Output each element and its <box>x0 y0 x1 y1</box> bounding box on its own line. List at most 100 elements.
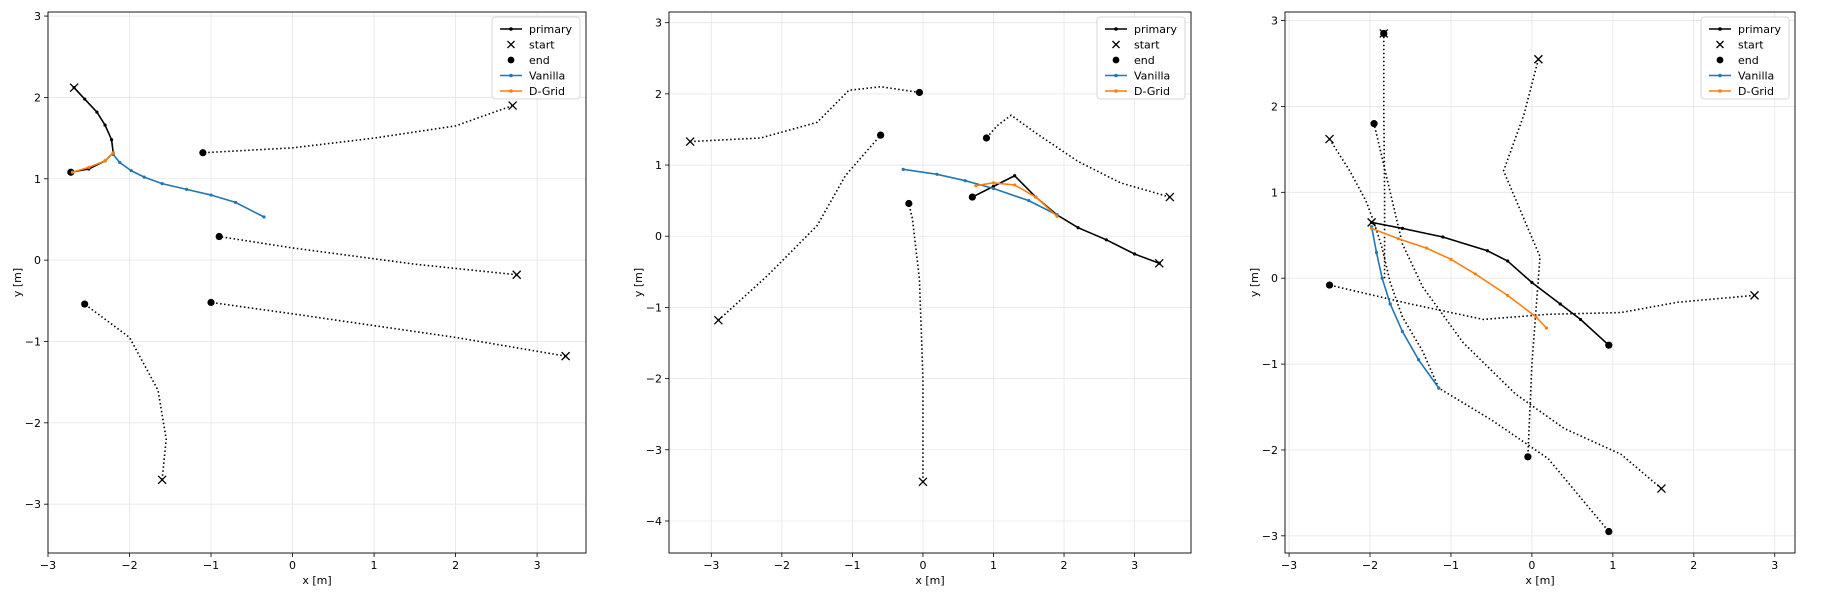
legend-swatch-point <box>509 27 513 31</box>
vanilla-point <box>262 215 266 219</box>
y-tick-label: 1 <box>34 173 41 186</box>
start-marker <box>1533 54 1543 64</box>
start-marker <box>713 315 723 325</box>
x-tick-label: −3 <box>40 559 56 572</box>
other-trajectory <box>202 104 513 154</box>
y-tick-label: 3 <box>655 17 662 30</box>
y-tick-label: −2 <box>25 417 41 430</box>
primary-point <box>1076 226 1080 230</box>
end-marker <box>215 232 223 241</box>
primary-start-marker <box>1154 258 1164 268</box>
legend-label: primary <box>1738 23 1782 36</box>
x-tick-label: 0 <box>919 559 926 572</box>
legend-swatch-dot <box>1112 56 1120 64</box>
vanilla-point <box>901 167 905 171</box>
dgrid-point <box>1055 214 1059 218</box>
legend-swatch-point <box>509 73 513 78</box>
end-marker <box>1370 120 1378 128</box>
end-marker <box>1524 453 1532 461</box>
legend-label: start <box>1134 39 1160 52</box>
dgrid-point <box>1396 237 1400 241</box>
y-tick-label: −4 <box>646 515 662 528</box>
legend-label: end <box>1738 54 1759 67</box>
y-tick-label: 2 <box>34 91 41 104</box>
legend-swatch-dot <box>507 56 515 64</box>
legend-swatch-dot <box>1716 56 1724 64</box>
dgrid-point <box>1013 183 1017 187</box>
end-marker <box>81 300 89 308</box>
legend-label: primary <box>529 23 573 36</box>
primary-point <box>95 110 99 114</box>
x-tick-label: 3 <box>534 559 541 572</box>
other-trajectory <box>1502 59 1541 457</box>
start-marker <box>561 351 571 361</box>
legend-label: primary <box>1134 23 1178 36</box>
legend-label: start <box>529 39 555 52</box>
other-trajectory <box>717 134 882 321</box>
end-marker <box>207 298 215 307</box>
y-tick-label: −2 <box>646 373 662 386</box>
vanilla-point <box>1416 358 1421 362</box>
primary-point <box>1485 249 1489 253</box>
dgrid-point <box>1449 257 1453 261</box>
other-trajectory <box>1373 123 1662 490</box>
primary-point <box>109 138 114 142</box>
y-tick-label: −3 <box>1262 530 1278 543</box>
x-tick-label: 2 <box>1061 559 1068 572</box>
x-tick-label: −1 <box>844 559 860 572</box>
other-trajectory <box>84 303 168 480</box>
x-tick-label: −2 <box>1362 559 1378 572</box>
vanilla-point <box>233 200 238 204</box>
start-marker <box>508 101 518 111</box>
x-tick-label: −3 <box>703 559 719 572</box>
vanilla-point <box>1374 250 1379 255</box>
other-trajectory <box>908 203 924 482</box>
end-marker <box>1380 29 1388 38</box>
primary-point <box>83 97 87 101</box>
vanilla-point <box>1380 276 1384 280</box>
x-tick-label: 2 <box>1690 559 1697 572</box>
start-marker <box>157 475 167 485</box>
y-axis-label: y [m] <box>1248 268 1261 297</box>
legend-label: start <box>1738 39 1764 52</box>
primary-point <box>1578 317 1583 322</box>
primary-end-marker <box>1605 341 1613 349</box>
end-marker <box>1325 281 1334 289</box>
legend: primary start end Vanilla D-Grid <box>491 16 581 100</box>
dgrid-line <box>1371 227 1548 329</box>
y-tick-label: −1 <box>1262 358 1278 371</box>
end-marker <box>982 134 991 142</box>
other-trajectory <box>1382 33 1386 279</box>
dgrid-point <box>111 151 115 155</box>
legend: primary start end Vanilla D-Grid <box>1700 16 1790 100</box>
end-marker <box>199 149 207 157</box>
y-tick-label: 1 <box>1271 186 1278 199</box>
legend-swatch-point <box>1114 89 1118 93</box>
axes-frame <box>1284 11 1796 554</box>
y-tick-label: −3 <box>25 498 41 511</box>
dgrid-point <box>1534 315 1538 319</box>
start-marker <box>1165 192 1175 202</box>
vanilla-point <box>963 179 967 183</box>
dgrid-point <box>1473 272 1477 276</box>
axes-frame <box>668 11 1192 554</box>
end-marker <box>877 131 885 139</box>
vanilla-point <box>1388 302 1392 306</box>
end-marker <box>905 199 913 208</box>
x-tick-label: −2 <box>121 559 137 572</box>
end-marker <box>915 88 924 97</box>
subplot-1: −3 −2 −1 0 1 2 3 −3 −2 −1 0 1 2 3 x [m] y [m] primary sta… <box>11 10 587 587</box>
dgrid-point <box>1370 226 1374 230</box>
legend-swatch-x <box>507 40 515 49</box>
vanilla-point <box>1400 329 1404 334</box>
vanilla-point <box>209 193 213 197</box>
y-tick-label: 2 <box>655 88 662 101</box>
x-axis-label: x [m] <box>1525 574 1554 587</box>
dgrid-point <box>87 165 91 169</box>
x-tick-label: 1 <box>371 559 378 572</box>
end-marker <box>1605 527 1613 536</box>
dgrid-point <box>991 181 996 185</box>
y-tick-label: −3 <box>646 444 662 457</box>
legend-swatch-x <box>1716 40 1724 49</box>
vanilla-point <box>1437 386 1441 390</box>
